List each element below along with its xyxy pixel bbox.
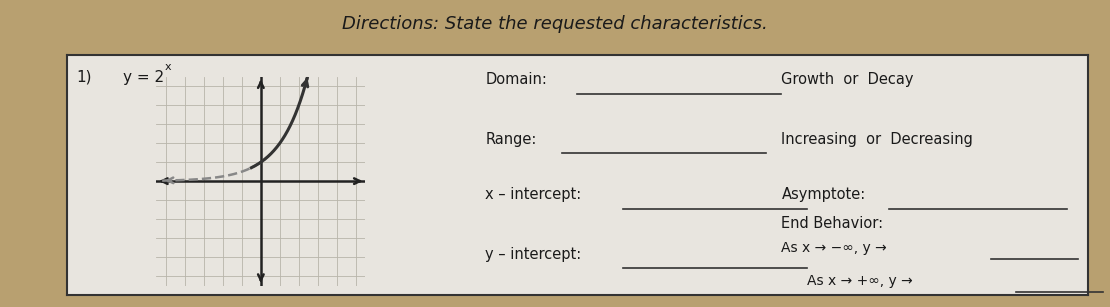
Text: Range:: Range: bbox=[485, 132, 536, 147]
Text: Increasing  or  Decreasing: Increasing or Decreasing bbox=[781, 132, 973, 147]
Text: x – intercept:: x – intercept: bbox=[485, 187, 582, 202]
Text: Domain:: Domain: bbox=[485, 72, 547, 87]
Text: y – intercept:: y – intercept: bbox=[485, 247, 582, 262]
Text: Asymptote:: Asymptote: bbox=[781, 187, 866, 202]
Text: End Behavior:: End Behavior: bbox=[781, 216, 884, 231]
Text: As x → −∞, y →: As x → −∞, y → bbox=[781, 241, 887, 255]
Text: Growth  or  Decay: Growth or Decay bbox=[781, 72, 914, 87]
Text: Directions: State the requested characteristics.: Directions: State the requested characte… bbox=[342, 15, 768, 33]
Text: As x → +∞, y →: As x → +∞, y → bbox=[807, 274, 912, 288]
Text: x: x bbox=[164, 62, 171, 72]
Text: y = 2: y = 2 bbox=[123, 70, 164, 85]
Text: 1): 1) bbox=[77, 70, 92, 85]
